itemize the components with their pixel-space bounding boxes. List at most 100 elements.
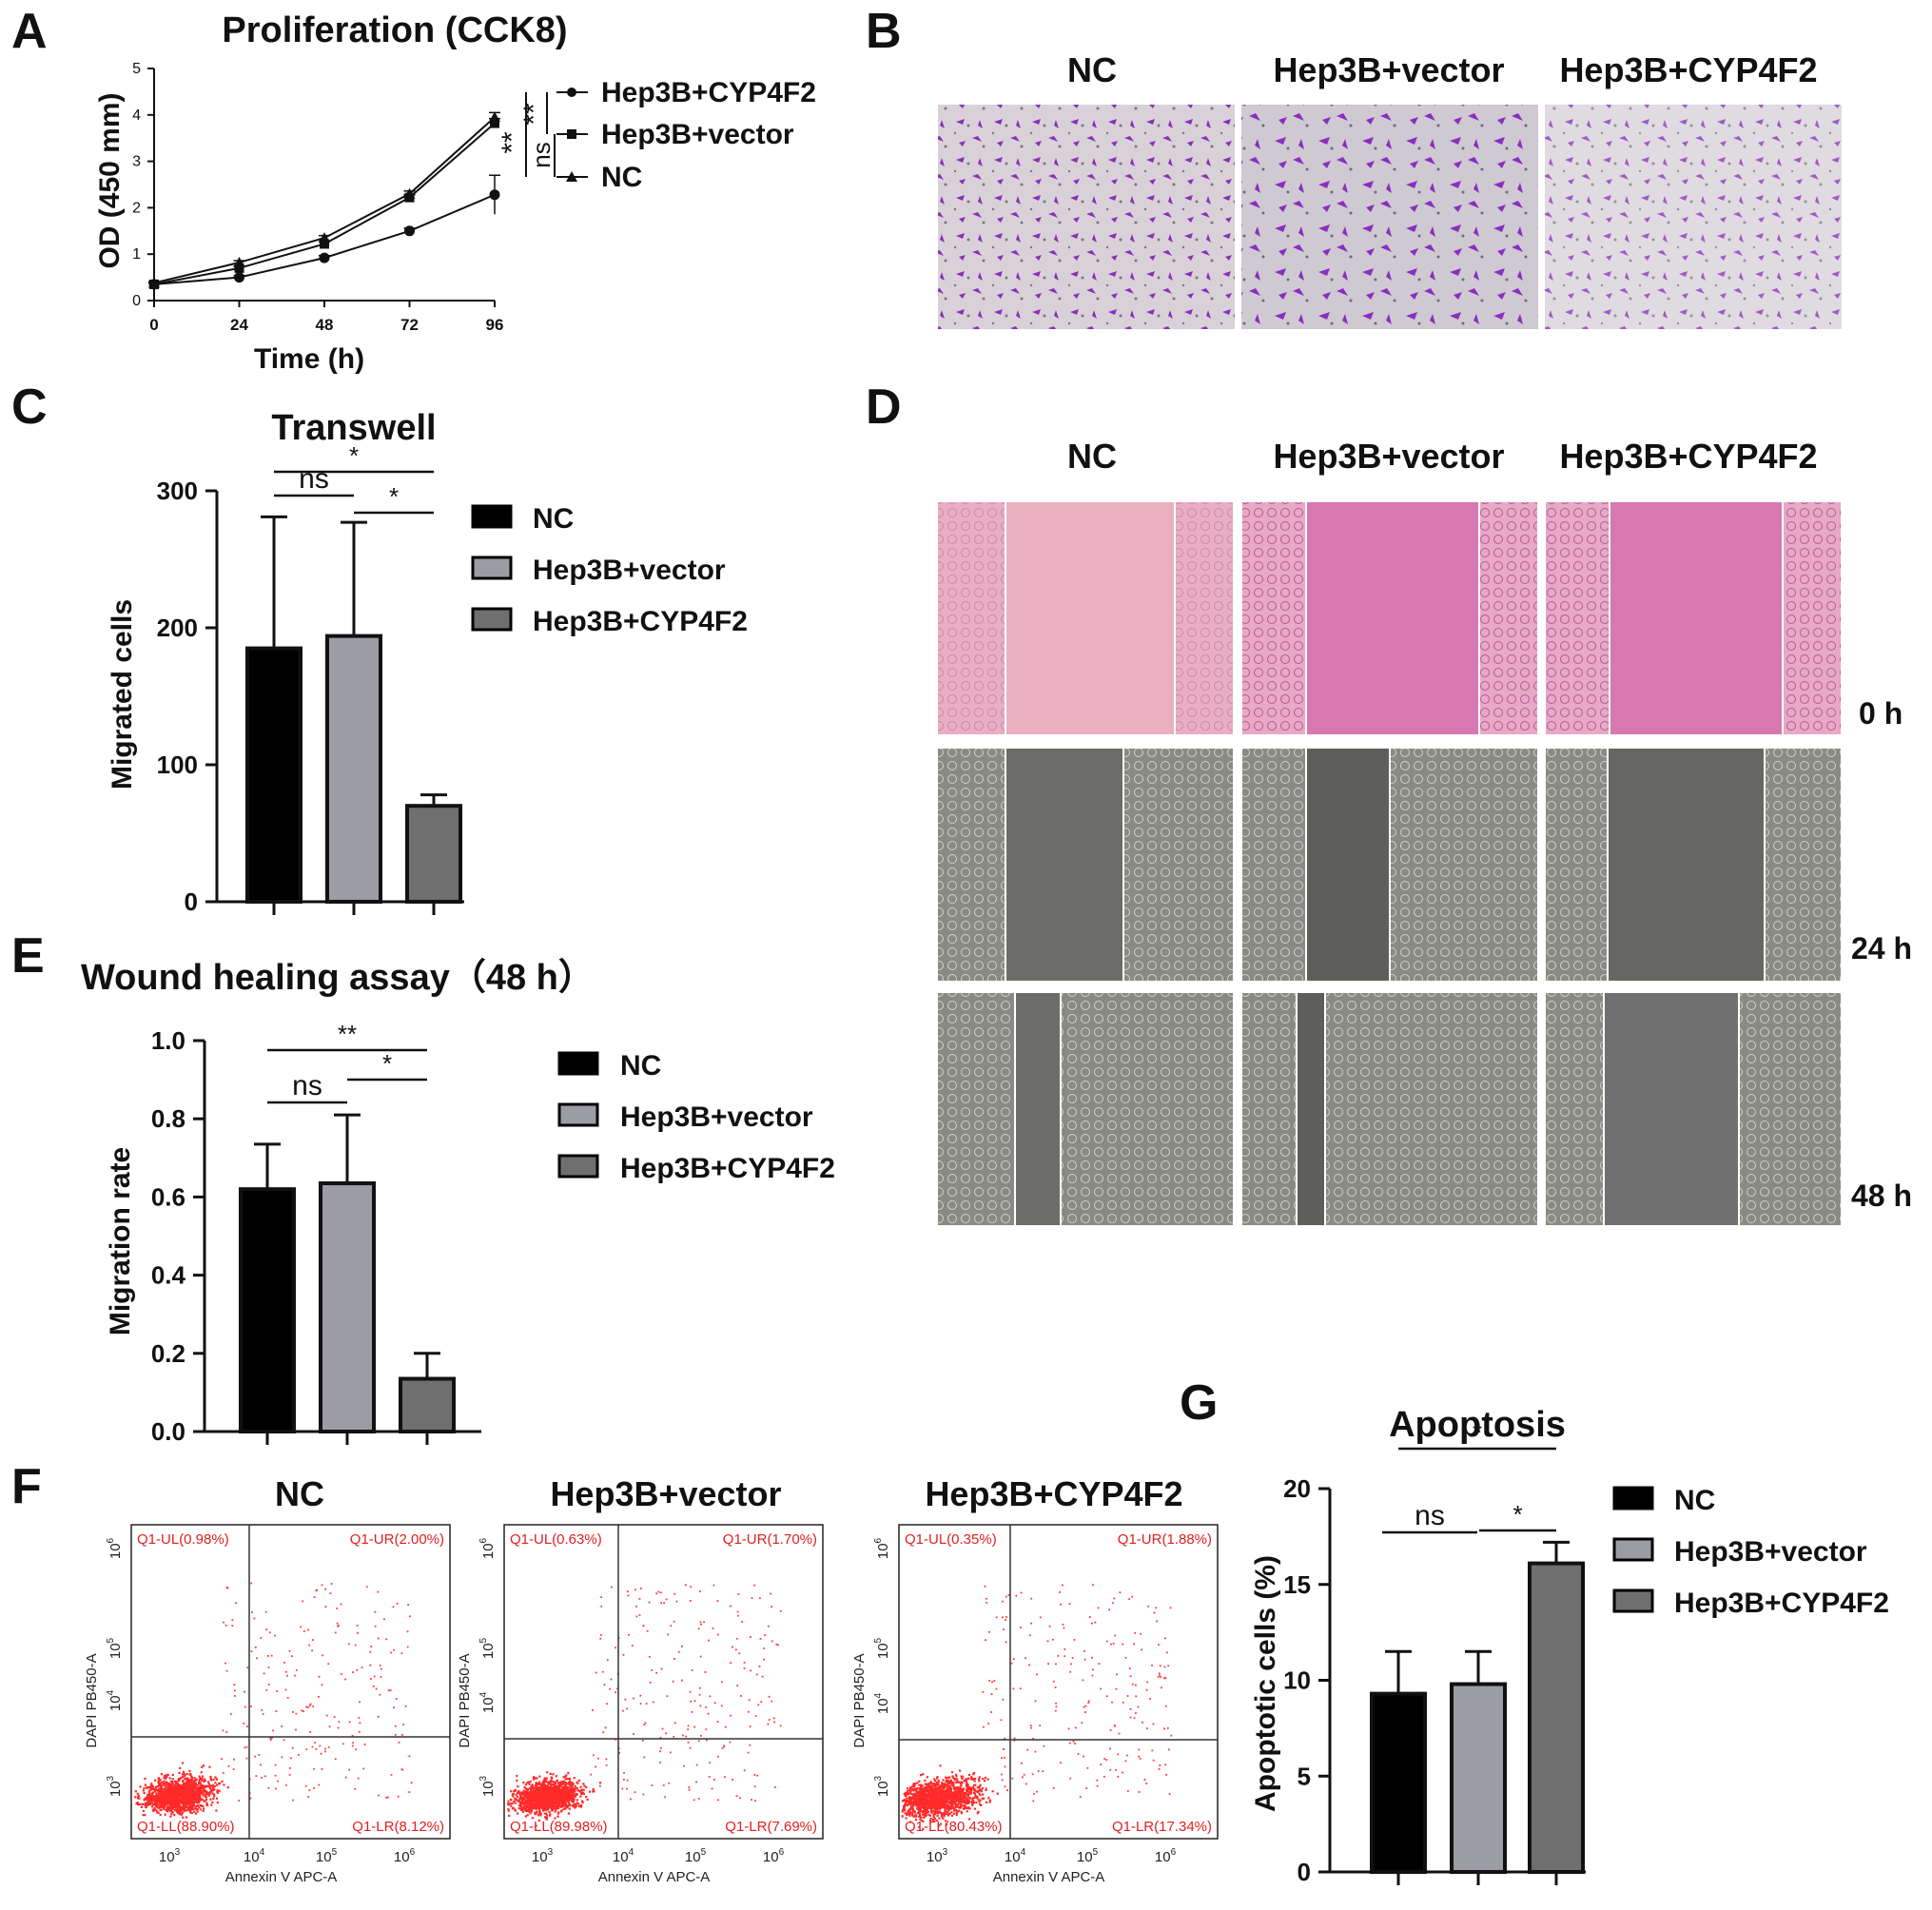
flow-event bbox=[602, 1731, 605, 1734]
flow-event bbox=[182, 1770, 185, 1773]
flow-event bbox=[767, 1625, 770, 1627]
flow-event bbox=[556, 1812, 559, 1815]
flow-event bbox=[952, 1783, 955, 1785]
flow-event bbox=[944, 1811, 946, 1814]
flow-event bbox=[340, 1603, 342, 1606]
flow-event bbox=[966, 1789, 969, 1793]
flow-event bbox=[934, 1813, 937, 1816]
flow-event bbox=[732, 1646, 733, 1648]
flow-event bbox=[924, 1785, 927, 1789]
flow-event bbox=[737, 1592, 740, 1595]
flow-event bbox=[156, 1788, 159, 1792]
flow-event bbox=[149, 1795, 153, 1798]
flow-event bbox=[313, 1786, 315, 1789]
flow-event bbox=[946, 1795, 949, 1798]
flow-event bbox=[768, 1695, 771, 1698]
chart-c-legend-label: Hep3B+vector bbox=[533, 555, 726, 586]
flow-event bbox=[1004, 1757, 1005, 1759]
flow-event bbox=[569, 1791, 572, 1794]
flow-event bbox=[699, 1621, 702, 1624]
flow-event bbox=[193, 1792, 197, 1795]
flow-event bbox=[754, 1800, 756, 1803]
flow-event bbox=[190, 1783, 193, 1786]
flow-event bbox=[148, 1794, 151, 1797]
flow-event bbox=[576, 1804, 578, 1807]
flow-event bbox=[213, 1788, 216, 1791]
flow-event bbox=[642, 1625, 645, 1627]
flow-event bbox=[747, 1751, 750, 1754]
flow-event bbox=[712, 1778, 715, 1781]
flow-event bbox=[907, 1800, 911, 1803]
flow-event bbox=[322, 1654, 324, 1657]
flow-event bbox=[199, 1776, 202, 1780]
flow-event bbox=[924, 1810, 927, 1813]
flow-event bbox=[550, 1803, 553, 1806]
flow-event bbox=[942, 1817, 945, 1820]
flow-event bbox=[1030, 1726, 1033, 1729]
flow-event bbox=[221, 1758, 223, 1761]
flow-event bbox=[309, 1703, 312, 1705]
flow-event bbox=[176, 1784, 179, 1788]
flow-event bbox=[188, 1811, 192, 1814]
flow-event bbox=[991, 1790, 994, 1793]
flow-event bbox=[995, 1616, 998, 1619]
y-tick-label: 300 bbox=[157, 477, 198, 505]
flow-event bbox=[953, 1802, 956, 1804]
flow-event bbox=[1103, 1775, 1105, 1778]
flow-event bbox=[149, 1784, 152, 1787]
flow-event bbox=[921, 1813, 924, 1816]
flow-event bbox=[915, 1802, 918, 1804]
flow-event bbox=[634, 1588, 636, 1591]
flow-event bbox=[1084, 1705, 1087, 1707]
flow-event bbox=[974, 1794, 977, 1797]
flow-event bbox=[550, 1804, 553, 1808]
flow-event bbox=[410, 1782, 413, 1784]
flow-event bbox=[956, 1799, 959, 1802]
flow-event bbox=[564, 1782, 567, 1784]
flow-event bbox=[531, 1817, 534, 1820]
flow-event bbox=[716, 1633, 719, 1636]
flow-event bbox=[243, 1723, 245, 1725]
flow-event bbox=[760, 1701, 763, 1704]
flow-event bbox=[401, 1734, 403, 1736]
flow-event bbox=[977, 1810, 980, 1813]
flow-event bbox=[356, 1668, 359, 1671]
flow-event bbox=[979, 1783, 982, 1786]
flow-event bbox=[984, 1585, 986, 1588]
flow-y-tick: 106 bbox=[478, 1537, 497, 1559]
flow-event bbox=[522, 1789, 525, 1792]
flow-event bbox=[935, 1791, 938, 1794]
flow-event bbox=[165, 1785, 167, 1788]
flow-event bbox=[698, 1686, 701, 1689]
flow-event bbox=[215, 1778, 218, 1781]
flow-event bbox=[933, 1778, 936, 1781]
y-tick-label: 0 bbox=[185, 887, 198, 916]
panel-letter-d: D bbox=[866, 380, 902, 435]
flow-event bbox=[1128, 1667, 1131, 1669]
flow-event bbox=[139, 1785, 142, 1788]
flow-event bbox=[1124, 1760, 1127, 1763]
flow-event bbox=[923, 1802, 926, 1804]
flow-event bbox=[566, 1792, 570, 1795]
flow-event bbox=[1122, 1771, 1123, 1774]
flow-event bbox=[1030, 1622, 1032, 1625]
flow-event bbox=[978, 1776, 981, 1779]
flow-event bbox=[533, 1792, 537, 1796]
flow-event bbox=[552, 1773, 555, 1776]
flow-event bbox=[390, 1651, 393, 1654]
flow-event bbox=[657, 1590, 660, 1593]
flow-event bbox=[941, 1783, 944, 1786]
flow-event bbox=[986, 1778, 989, 1781]
flow-event bbox=[1005, 1595, 1007, 1598]
flow-event bbox=[936, 1814, 939, 1818]
flow-event bbox=[150, 1793, 153, 1796]
flow-event bbox=[551, 1808, 555, 1811]
flow-event bbox=[908, 1788, 911, 1792]
flow-event bbox=[585, 1796, 588, 1799]
flow-event bbox=[169, 1810, 172, 1813]
flow-event bbox=[921, 1810, 925, 1813]
flow-event bbox=[1164, 1677, 1167, 1679]
flow-event bbox=[547, 1801, 550, 1803]
flow-event bbox=[193, 1779, 197, 1783]
flow-event bbox=[919, 1818, 922, 1821]
